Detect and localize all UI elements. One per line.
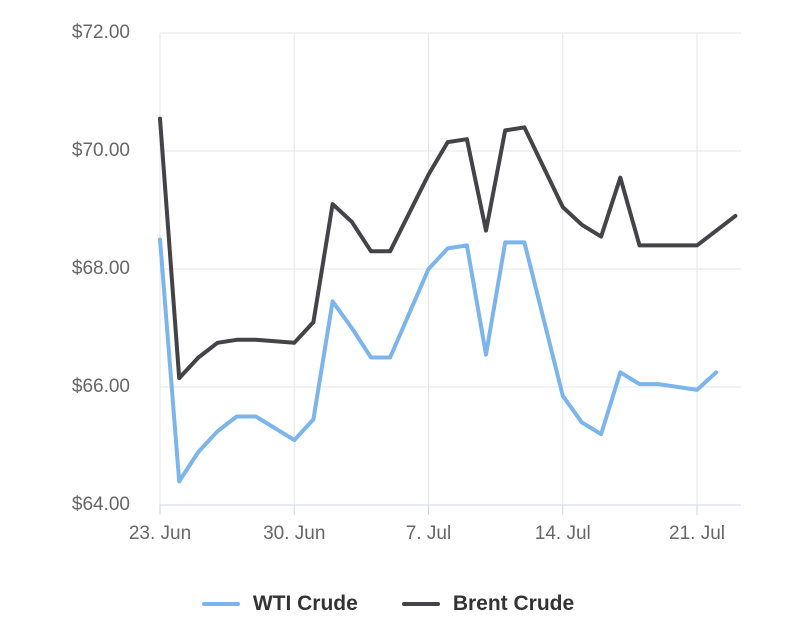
chart-plot-area <box>158 32 741 515</box>
wti-line-swatch-icon <box>201 602 240 606</box>
y-axis-label: $64.00 <box>71 494 130 515</box>
legend-label: Brent Crude <box>452 592 575 615</box>
x-axis-label: 30. Jun <box>263 523 326 544</box>
y-axis-label: $68.00 <box>71 258 130 279</box>
x-axis-label: 7. Jul <box>405 523 452 544</box>
legend-item-brent-crude[interactable]: Brent Crude <box>401 591 575 617</box>
legend: WTI Crude Brent Crude <box>0 591 776 617</box>
x-axis-label: 14. Jul <box>534 523 591 544</box>
y-axis-label: $70.00 <box>71 140 130 161</box>
y-axis-label: $66.00 <box>71 376 130 397</box>
series-line-brent-crude[interactable] <box>158 116 738 381</box>
x-axis-label: 21. Jul <box>669 523 725 544</box>
x-axis-label: 23. Jun <box>128 523 192 544</box>
brent-line-swatch-icon <box>401 602 440 606</box>
y-axis-label: $72.00 <box>71 22 130 43</box>
series-line-wti-crude[interactable] <box>158 237 719 484</box>
legend-label: WTI Crude <box>252 592 358 615</box>
legend-item-wti-crude[interactable]: WTI Crude <box>201 591 358 617</box>
